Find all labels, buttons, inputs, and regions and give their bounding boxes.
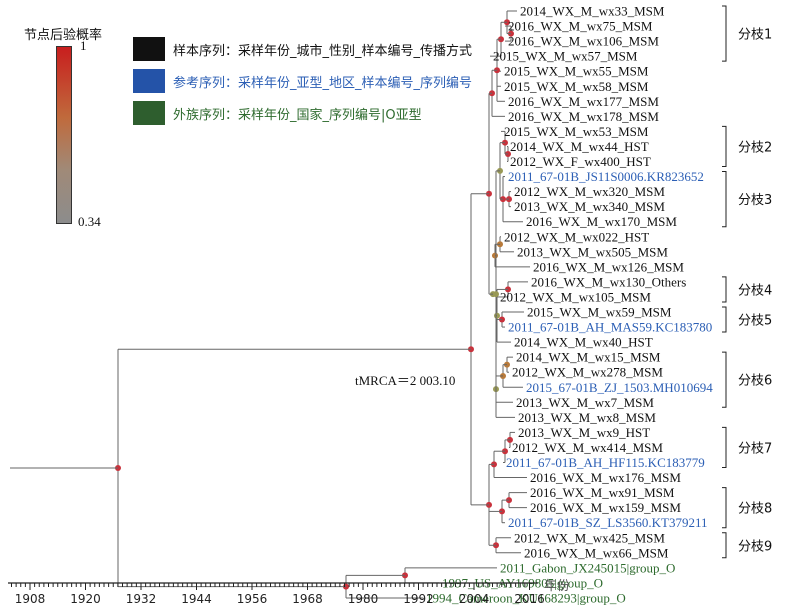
taxon-label: 2015_WX_M_wx58_MSM [504,79,649,94]
taxon-label: 2016_WX_M_wx130_Others [531,274,686,289]
color-bar-max-label: 1 [80,38,87,53]
legend-key-outgroup: 外族序列：采样年份_国家_序列编号|O亚型 [133,101,422,125]
axis-tick-label: 1992 [403,592,434,606]
axis-title: 年份 [544,579,570,594]
taxon-label: 2015_WX_M_wx59_MSM [527,305,672,320]
taxon-label: 2013_WX_M_wx7_MSM [516,395,654,410]
clade-label: 分枝2 [738,140,772,155]
taxon-label: 2014_WX_M_wx44_HST [510,139,649,154]
taxon-label: 2015_WX_M_wx55_MSM [504,64,649,79]
taxon-label: 2016_WX_M_wx177_MSM [508,94,659,109]
clade-label: 分枝5 [738,314,772,329]
tmrca-label: tMRCA＝2 003.10 [355,373,455,388]
time-axis: 1908 1920 1932 1944 1956 1968 1980 1992 2004 2016… [8,579,570,606]
taxon-label: 2012_WX_M_wx414_MSM [512,440,663,455]
clade-bracket [722,306,727,333]
axis-tick-label: 1956 [237,592,268,606]
clade-label: 分枝6 [738,374,772,389]
taxon-label: 2013_WX_M_wx505_MSM [517,244,668,259]
taxon-label: 2014_WX_M_wx33_MSM [520,4,665,19]
clade-label: 分枝7 [738,441,772,456]
clade-bracket [722,487,727,529]
axis-tick-label: 1908 [15,592,46,606]
clade-bracket [722,532,727,559]
clade-label: 分枝3 [738,193,772,208]
tree-branches [10,10,530,599]
clade-label: 分枝1 [738,28,772,43]
outgroup-swatch [133,101,165,125]
taxon-label: 2012_WX_M_wx425_MSM [514,530,665,545]
taxon-label: 2012_WX_M_wx105_MSM [500,289,651,304]
axis-tick-label: 1944 [181,592,212,606]
clade-label: 分枝9 [738,539,772,554]
taxon-label: 2016_WX_M_wx178_MSM [508,109,659,124]
taxon-label: 2015_WX_M_wx53_MSM [504,124,649,139]
taxon-label: 2012_WX_M_wx022_HST [504,229,649,244]
axis-tick-label: 1980 [348,592,379,606]
legend-key-sample-text: 样本序列：采样年份_城市_性别_样本编号_传播方式 [173,43,473,59]
taxon-label: 2016_WX_M_wx66_MSM [524,545,669,560]
taxon-label: 2016_WX_M_wx91_MSM [530,485,675,500]
taxon-label: 2016_WX_M_wx106_MSM [508,34,659,49]
axis-tick-label: 1920 [70,592,101,606]
posterior-legend-title: 节点后验概率 [24,28,103,43]
taxon-label: 2011_Gabon_JX245015|group_O [500,560,675,575]
axis-tick-label: 1932 [126,592,157,606]
legend-key-reference-text: 参考序列：采样年份_亚型_地区_样本编号_序列编号 [173,75,473,91]
clade-bracket [722,351,727,408]
taxon-label: 2011_67-01B_SZ_LS3560.KT379211 [508,515,707,530]
taxon-label: 2013_WX_M_wx340_MSM [514,199,665,214]
taxon-label: 2016_WX_M_wx159_MSM [530,500,681,515]
taxon-label: 2012_WX_M_wx320_MSM [514,184,665,199]
axis-tick-label: 2004 [459,592,490,606]
reference-swatch [133,69,165,93]
taxon-label: 2014_WX_M_wx40_HST [514,335,653,350]
taxon-label: 2016_WX_M_wx126_MSM [533,259,684,274]
taxon-label: 2014_WX_M_wx15_MSM [516,350,661,365]
clade-bracket [722,426,727,468]
taxon-label: 2016_WX_M_wx176_MSM [530,470,681,485]
clade-label: 分枝8 [738,502,772,517]
taxon-label: 2016_WX_M_wx170_MSM [526,214,677,229]
axis-tick-label: 2016 [514,592,545,606]
clade-bracket [722,125,727,167]
clade-bracket [722,171,727,228]
taxon-label: 2012_WX_F_wx400_HST [510,154,651,169]
clade-label: 分枝4 [738,283,772,298]
taxon-labels: 2014_WX_M_wx33_MSM2016_WX_M_wx75_MSM2016… [426,4,713,606]
taxon-label: 2012_WX_M_wx278_MSM [512,365,663,380]
taxon-label: 2011_67-01B_AH_MAS59.KC183780 [508,320,712,335]
taxon-label: 2015_WX_M_wx57_MSM [493,49,638,64]
sample-swatch [133,37,165,61]
axis-tick-label: 1968 [292,592,323,606]
taxon-label: 2011_67-01B_AH_HF115.KC183779 [506,455,705,470]
clade-bracket [722,5,727,62]
taxon-label: 2013_WX_M_wx9_HST [518,425,650,440]
clade-bracket [722,276,727,303]
legend-key-reference: 参考序列：采样年份_亚型_地区_样本编号_序列编号 [133,69,472,93]
taxon-label: 1994_Cameroon_KU168293|group_O [426,590,626,605]
taxon-label: 2016_WX_M_wx75_MSM [508,19,653,34]
taxon-label: 2013_WX_M_wx8_MSM [518,410,656,425]
taxon-label: 2015_67-01B_ZJ_1503.MH010694 [526,380,713,395]
legend-key-outgroup-text: 外族序列：采样年份_国家_序列编号|O亚型 [173,107,422,123]
clade-brackets: 分枝1 分枝2 分枝3 分枝4 分枝5 分枝6 分枝7 分枝8 分枝9 [722,5,772,559]
legend-key-sample: 样本序列：采样年份_城市_性别_样本编号_传播方式 [133,37,472,61]
posterior-color-bar [56,46,72,224]
color-bar-min-label: 0.34 [78,214,101,229]
taxon-label: 2011_67-01B_JS11S0006.KR823652 [508,169,704,184]
